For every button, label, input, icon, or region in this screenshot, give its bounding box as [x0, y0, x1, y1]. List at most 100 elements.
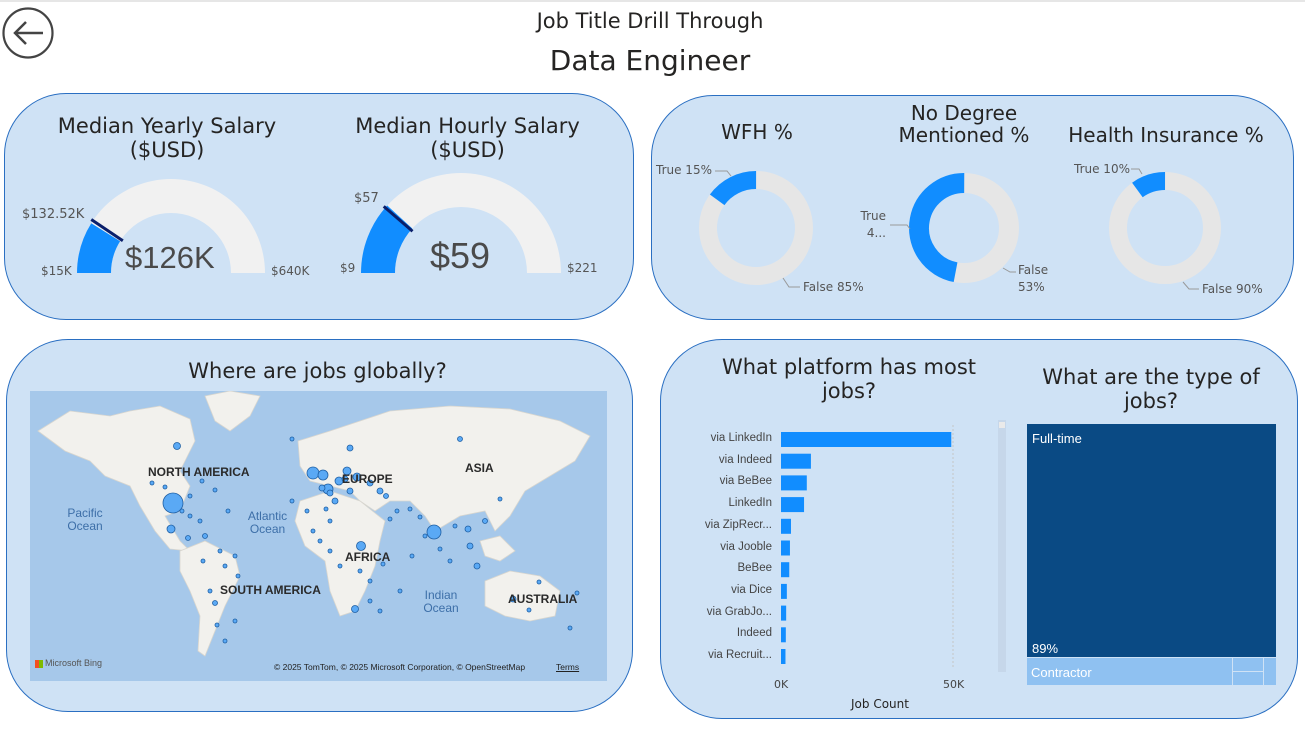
hourly-salary-max: $221 [567, 261, 598, 275]
platform-bar [781, 627, 786, 643]
map-label-australia: AUSTRALIA [508, 592, 578, 606]
hourly-salary-target [382, 205, 414, 233]
job-location-dot [222, 563, 228, 569]
job-location-dot [212, 600, 218, 606]
job-location-dot [173, 442, 181, 450]
job-location-dot [357, 568, 363, 574]
job-location-dot [509, 595, 517, 603]
job-location-dot [179, 508, 185, 514]
job-location-dot [342, 466, 352, 476]
x-axis-title: Job Count [851, 697, 909, 711]
job-location-dot [187, 493, 193, 499]
ocean-label-pacific: Pacific Ocean [67, 506, 103, 533]
job-location-dot [235, 573, 241, 579]
map-terms-link[interactable]: Terms [556, 662, 580, 672]
job-location-dot [199, 478, 205, 484]
job-location-dot [214, 622, 220, 628]
donut-charts[interactable] [0, 0, 1305, 320]
job-location-dot [447, 558, 453, 564]
platform-label: BeBee [737, 562, 772, 575]
job-location-dot [464, 525, 472, 533]
platform-bar [781, 475, 807, 491]
job-location-dot [356, 541, 366, 551]
wfh-donut [698, 171, 813, 285]
job-location-dot [417, 514, 423, 520]
yearly-salary-gauge[interactable] [0, 0, 634, 320]
platform-bar [781, 497, 805, 513]
treemap-contractor[interactable] [1027, 658, 1232, 685]
map-label-north-america: NORTH AMERICA [148, 465, 250, 479]
job-location-dot [367, 578, 373, 584]
treemap-contractor-label: Contractor [1031, 665, 1092, 680]
job-location-dot [337, 563, 343, 569]
bing-logo: Microsoft Bing [35, 658, 102, 668]
job-location-dot [331, 497, 339, 505]
page-title: Job Title Drill Through [536, 9, 764, 33]
platform-scrollbar[interactable] [998, 420, 1006, 672]
platform-bar [781, 649, 786, 664]
platform-label: LinkedIn [728, 497, 772, 510]
job-location-dot [326, 489, 334, 497]
health-true-label: True 10% [1074, 162, 1130, 176]
map-label-asia: ASIA [465, 461, 494, 475]
platform-label: via LinkedIn [710, 432, 772, 444]
job-location-dot [397, 588, 403, 594]
job-location-dot [457, 436, 463, 442]
hourly-salary-value: $59 [430, 235, 491, 276]
job-location-dot [217, 548, 223, 554]
platform-label: via Jooble [720, 540, 772, 553]
job-location-dot [567, 625, 573, 631]
job-location-dot [346, 487, 354, 495]
job-location-dot [317, 538, 323, 544]
hourly-salary-target-label: $57 [354, 191, 379, 206]
job-location-dot [376, 487, 384, 495]
job-location-dot [387, 516, 393, 522]
job-location-dot [232, 553, 238, 559]
hourly-salary-fill [360, 205, 413, 273]
job-location-dot [409, 553, 415, 559]
job-location-dot [394, 508, 400, 514]
yearly-salary-target-label: $132.52K [22, 207, 85, 222]
treemap-other-1[interactable] [1233, 658, 1263, 671]
platform-bar [781, 453, 811, 469]
world-map[interactable]: NORTH AMERICA EUROPE ASIA AFRICA SOUTH A… [30, 391, 607, 681]
job-location-dot [149, 480, 155, 486]
yearly-salary-title: Median Yearly Salary ($USD) [57, 114, 277, 162]
health-insurance-donut [1109, 172, 1221, 284]
treemap-full-time[interactable] [1027, 424, 1276, 657]
platform-bar [781, 540, 790, 556]
yearly-salary-fill [77, 223, 121, 273]
wfh-false-label: False 85% [803, 280, 864, 294]
platform-label: Indeed [736, 627, 772, 640]
platform-label: via Indeed [718, 453, 772, 466]
job-location-dot [422, 533, 428, 539]
back-arrow-icon[interactable] [2, 7, 54, 59]
treemap-other-3[interactable] [1264, 658, 1276, 685]
job-location-dot [310, 528, 316, 534]
map-label-africa: AFRICA [345, 550, 391, 564]
job-location-dot [289, 436, 295, 442]
treemap-other-2[interactable] [1233, 672, 1263, 685]
job-location-dot [207, 588, 213, 594]
donut-true-segment [1109, 172, 1221, 284]
job-location-dot [367, 598, 373, 604]
job-location-dot [225, 508, 231, 514]
hourly-salary-title: Median Hourly Salary ($USD) [355, 114, 580, 162]
platform-bar [781, 518, 791, 534]
job-location-dot [377, 608, 383, 614]
job-location-dot [327, 548, 333, 554]
map-label-south-america: SOUTH AMERICA [220, 583, 321, 597]
job-title: Data Engineer [549, 44, 751, 77]
job-location-dot [185, 535, 191, 541]
job-location-dot [166, 524, 176, 534]
platform-bar-chart[interactable] [0, 0, 1305, 720]
platform-label: via Recruit... [708, 649, 772, 661]
wfh-true-label: True 15% [656, 163, 712, 177]
ocean-label-atlantic: Atlantic Ocean [247, 509, 288, 536]
job-location-dot [437, 546, 443, 552]
platform-label: via GrabJo... [706, 605, 772, 618]
job-location-dot [466, 542, 474, 550]
treemap-full-time-label: Full-time [1032, 431, 1082, 446]
job-location-dot [187, 513, 193, 519]
job-location-dot [323, 506, 329, 512]
